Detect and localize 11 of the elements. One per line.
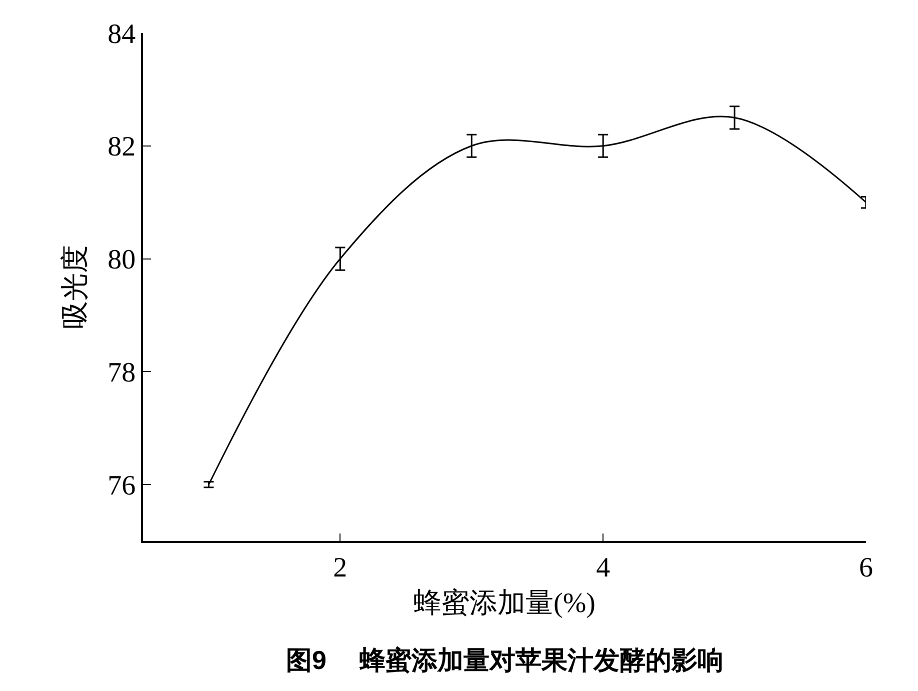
x-tick-label: 2 xyxy=(333,552,348,584)
y-tick-label: 82 xyxy=(108,132,136,163)
y-tick-label: 76 xyxy=(108,470,136,502)
x-tick-label: 6 xyxy=(859,552,873,584)
x-tick-label: 4 xyxy=(596,552,610,584)
caption: 图9 蜂蜜添加量对苹果汁发酵的影响 xyxy=(286,645,724,675)
y-tick-label: 78 xyxy=(108,357,136,388)
x-axis-title: 蜂蜜添加量(%) xyxy=(414,588,596,619)
y-axis-title: 吸光度 xyxy=(60,245,91,329)
y-tick-label: 80 xyxy=(108,244,136,276)
y-tick-label: 84 xyxy=(108,18,136,50)
